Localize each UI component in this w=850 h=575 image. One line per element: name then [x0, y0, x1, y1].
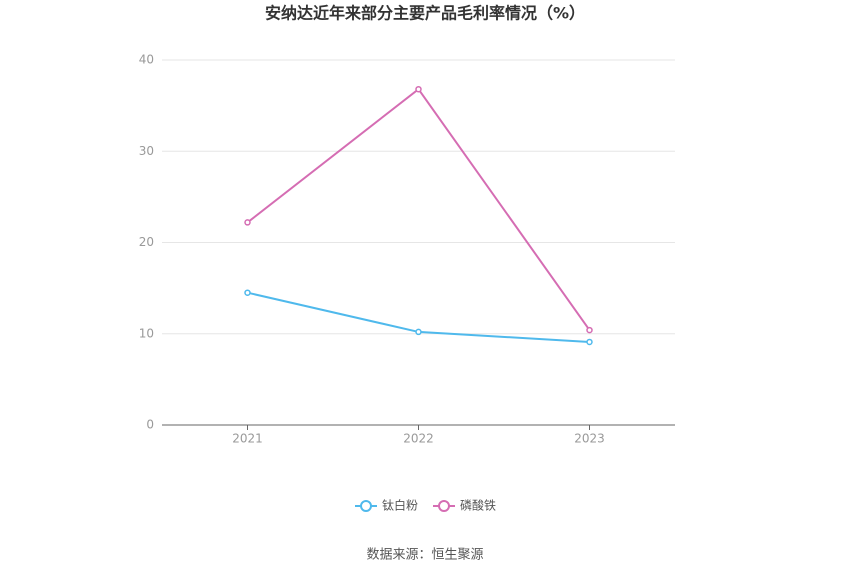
legend-label: 钛白粉 [382, 498, 418, 513]
chart-title: 安纳达近年来部分主要产品毛利率情况（%） [265, 4, 585, 23]
data-point [586, 338, 593, 346]
x-tick-label: 2021 [232, 432, 263, 446]
y-tick-label: 40 [139, 53, 154, 67]
data-point [586, 326, 593, 334]
x-tick-label: 2022 [403, 432, 434, 446]
legend-swatch [438, 500, 450, 512]
y-tick-label: 30 [139, 144, 154, 158]
data-point [415, 85, 422, 93]
x-tick-label: 2023 [574, 432, 605, 446]
series-line [246, 87, 591, 331]
source-note: 数据来源：恒生聚源 [366, 548, 483, 563]
y-tick-label: 20 [139, 235, 154, 249]
legend-label: 磷酸铁 [460, 498, 496, 513]
legend-swatch [360, 500, 372, 512]
y-tick-label: 10 [139, 326, 154, 340]
y-tick-label: 0 [146, 418, 154, 432]
data-point [244, 219, 251, 226]
data-point [244, 289, 251, 296]
data-point [415, 328, 422, 336]
